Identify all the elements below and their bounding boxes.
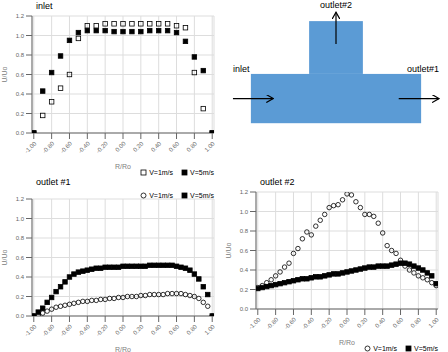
svg-text:U/Uo: U/Uo (8, 66, 9, 82)
svg-text:0.60: 0.60 (168, 140, 181, 153)
svg-text:outlet#1: outlet#1 (407, 64, 439, 74)
svg-text:0.2: 0.2 (240, 287, 249, 293)
svg-text:0.80: 0.80 (186, 323, 199, 336)
html-text:outlet #1: outlet #1 (36, 177, 71, 187)
svg-text:R/Ro: R/Ro (115, 163, 131, 170)
svg-text:0.4: 0.4 (240, 267, 249, 273)
svg-text:-0.40: -0.40 (301, 316, 315, 330)
svg-text:0.00: 0.00 (338, 316, 351, 329)
svg-text:0.20: 0.20 (356, 316, 369, 329)
html-text:V=5m/s: V=5m/s (190, 192, 214, 199)
svg-text:-0.20: -0.20 (95, 323, 109, 337)
svg-text:0.60: 0.60 (168, 323, 181, 336)
svg-text:0.40: 0.40 (374, 316, 387, 329)
html-text:V=1m/s: V=1m/s (149, 192, 174, 199)
svg-text:0.40: 0.40 (150, 140, 163, 153)
svg-text:0.4: 0.4 (16, 274, 25, 280)
svg-text:0.0: 0.0 (16, 313, 25, 319)
svg-text:-0.80: -0.80 (265, 316, 279, 330)
svg-text:1.0: 1.0 (16, 33, 25, 39)
svg-text:1.2: 1.2 (240, 189, 249, 195)
svg-text:1.0: 1.0 (240, 209, 249, 215)
svg-text:0.00: 0.00 (114, 140, 127, 153)
svg-text:-0.60: -0.60 (59, 140, 73, 154)
svg-text:-1.00: -1.00 (248, 316, 262, 330)
svg-text:-1.00: -1.00 (24, 323, 38, 337)
svg-text:0.60: 0.60 (392, 316, 405, 329)
svg-text:R/Ro: R/Ro (115, 346, 131, 352)
svg-text:-0.80: -0.80 (41, 140, 55, 154)
svg-text:0.8: 0.8 (240, 228, 249, 234)
svg-text:0.6: 0.6 (240, 248, 249, 254)
svg-text:0.20: 0.20 (132, 140, 145, 153)
svg-text:-0.60: -0.60 (59, 323, 73, 337)
html-text:V=1m/s: V=1m/s (149, 169, 174, 176)
svg-text:0.20: 0.20 (132, 323, 145, 336)
svg-text:0.8: 0.8 (16, 52, 25, 58)
svg-text:0.2: 0.2 (16, 294, 25, 300)
svg-text:0.80: 0.80 (410, 316, 423, 329)
html-text:inlet: inlet (36, 1, 53, 11)
svg-text:1.0: 1.0 (16, 216, 25, 222)
svg-text:0.6: 0.6 (16, 72, 25, 78)
svg-text:0.40: 0.40 (150, 323, 163, 336)
svg-text:1.00: 1.00 (203, 323, 216, 336)
html-text:outlet #2: outlet #2 (260, 177, 295, 187)
svg-text:0.0: 0.0 (240, 306, 249, 312)
html-text:V=1m/s: V=1m/s (373, 345, 398, 352)
svg-text:1.2: 1.2 (16, 196, 25, 202)
svg-text:inlet: inlet (233, 64, 250, 74)
svg-text:-0.60: -0.60 (283, 316, 297, 330)
svg-text:R/Ro: R/Ro (339, 339, 355, 346)
svg-text:-0.20: -0.20 (95, 140, 109, 154)
svg-text:-1.00: -1.00 (24, 140, 38, 154)
svg-text:outlet#2: outlet#2 (320, 0, 352, 10)
svg-text:1.2: 1.2 (16, 13, 25, 19)
svg-text:-0.80: -0.80 (41, 323, 55, 337)
svg-text:0.00: 0.00 (114, 323, 127, 336)
html-text:V=5m/s: V=5m/s (190, 169, 214, 176)
svg-text:0.0: 0.0 (16, 130, 25, 136)
svg-text:-0.20: -0.20 (319, 316, 333, 330)
svg-text:-0.40: -0.40 (77, 140, 91, 154)
svg-text:0.80: 0.80 (186, 140, 199, 153)
svg-text:1.00: 1.00 (203, 140, 216, 153)
svg-text:0.2: 0.2 (16, 111, 25, 117)
svg-text:U/Uo: U/Uo (8, 249, 9, 265)
html-text:V=5m/s: V=5m/s (414, 345, 438, 352)
svg-text:0.8: 0.8 (16, 235, 25, 241)
svg-text:0.6: 0.6 (16, 255, 25, 261)
svg-text:1.00: 1.00 (427, 316, 440, 329)
svg-text:U/Uo: U/Uo (225, 242, 232, 258)
svg-text:-0.40: -0.40 (77, 323, 91, 337)
svg-text:0.4: 0.4 (16, 91, 25, 97)
